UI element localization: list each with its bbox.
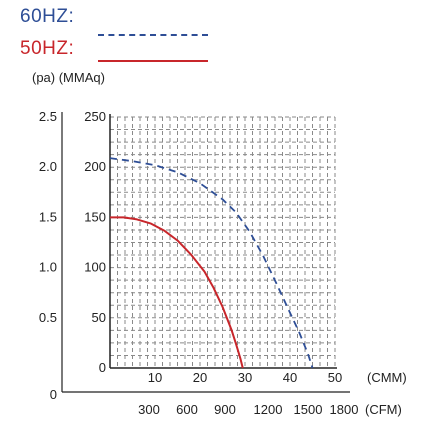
x-tick-label-cfm: 300 xyxy=(138,402,160,417)
y-tick-label-mmaq: 0.5 xyxy=(39,310,57,325)
x-axis-label-cfm: (CFM) xyxy=(365,402,402,417)
x-tick-label-cfm: 900 xyxy=(214,402,236,417)
axes xyxy=(61,112,350,393)
y-tick-label-pa: 0 xyxy=(99,360,106,375)
legend-60hz-line xyxy=(98,34,208,36)
x-tick-label-cmm: 40 xyxy=(283,370,297,385)
y-tick-label-pa: 200 xyxy=(84,159,106,174)
x-tick-label-cfm: 1200 xyxy=(254,402,283,417)
x-tick-label-cmm: 20 xyxy=(193,370,207,385)
grid xyxy=(110,116,336,368)
x-tick-label-cmm: 50 xyxy=(328,370,342,385)
x-tick-label-cfm: 600 xyxy=(176,402,198,417)
y-axis-units-label: (pa) (MMAq) xyxy=(32,70,105,85)
x-tick-label-cmm: 10 xyxy=(148,370,162,385)
legend-50hz-line xyxy=(98,60,208,62)
y-tick-label-pa: 100 xyxy=(84,260,106,275)
y-tick-label-mmaq: 0 xyxy=(50,387,57,402)
series-50hz-line xyxy=(110,216,244,369)
series-lines xyxy=(109,157,314,369)
x-tick-label-cmm: 30 xyxy=(238,370,252,385)
x-tick-label-cfm: 1500 xyxy=(294,402,323,417)
y-tick-label-pa: 150 xyxy=(84,209,106,224)
legend-60hz-label: 60HZ: xyxy=(20,6,75,27)
y-tick-label-pa: 250 xyxy=(84,109,106,124)
x-axis-label-cmm: (CMM) xyxy=(367,370,407,385)
y-tick-label-pa: 50 xyxy=(92,310,106,325)
y-tick-label-mmaq: 2.0 xyxy=(39,159,57,174)
y-tick-label-mmaq: 2.5 xyxy=(39,109,57,124)
series-60hz-line xyxy=(109,157,314,369)
x-tick-label-cfm: 1800 xyxy=(330,402,359,417)
legend-50hz-label: 50HZ: xyxy=(20,38,75,59)
y-tick-label-mmaq: 1.0 xyxy=(39,260,57,275)
y-tick-label-mmaq: 1.5 xyxy=(39,209,57,224)
tick-labels: 0 50 100 150 200 250 0 0.5 1.0 1.5 2.0 2.5 10 20 30 40 5… xyxy=(39,109,407,417)
